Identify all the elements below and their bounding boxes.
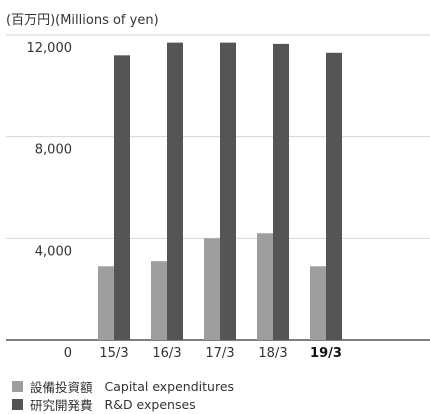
x-axis-labels: 15/3 16/3 17/3 18/3 19/3: [99, 346, 342, 361]
bar-rnd: [167, 42, 183, 340]
bars: [98, 42, 342, 341]
legend-swatch-rnd: [12, 399, 23, 410]
bar-chart: 0 4,000 8,000 12,000 15/3 16/3 17/3 18/3 19/3: [6, 34, 430, 361]
x-tick-label: 19/3: [310, 346, 342, 361]
y-tick-label: 8,000: [35, 143, 72, 158]
y-tick-label: 0: [64, 346, 72, 361]
y-tick-label: 4,000: [35, 244, 72, 259]
y-tick-label: 12,000: [27, 41, 73, 56]
x-tick-label: 18/3: [258, 346, 287, 361]
bar-capex: [98, 266, 114, 340]
x-tick-label: 17/3: [205, 346, 234, 361]
legend-label-rnd-ja: 研究開発費: [30, 398, 93, 413]
bar-capex: [257, 233, 273, 340]
x-tick-label: 16/3: [152, 346, 181, 361]
unit-label: (百万円)(Millions of yen): [6, 13, 159, 28]
bar-rnd: [220, 42, 236, 340]
legend-swatch-capex: [12, 381, 23, 392]
legend-label-capex-ja: 設備投資額: [30, 380, 93, 395]
legend-label-capex-en: Capital expenditures: [104, 379, 235, 394]
legend-item-rnd: 研究開発費 R&D expenses: [12, 395, 196, 414]
x-tick-label: 15/3: [99, 346, 128, 361]
bar-capex: [204, 238, 220, 340]
bar-rnd: [273, 43, 289, 340]
y-axis-ticks: 0 4,000 8,000 12,000: [27, 41, 73, 361]
bar-rnd: [114, 55, 130, 340]
bar-rnd: [326, 52, 342, 341]
bar-capex: [151, 261, 167, 340]
legend-item-capex: 設備投資額 Capital expenditures: [12, 377, 234, 396]
legend-label-rnd-en: R&D expenses: [104, 397, 196, 412]
bar-capex: [310, 266, 326, 340]
